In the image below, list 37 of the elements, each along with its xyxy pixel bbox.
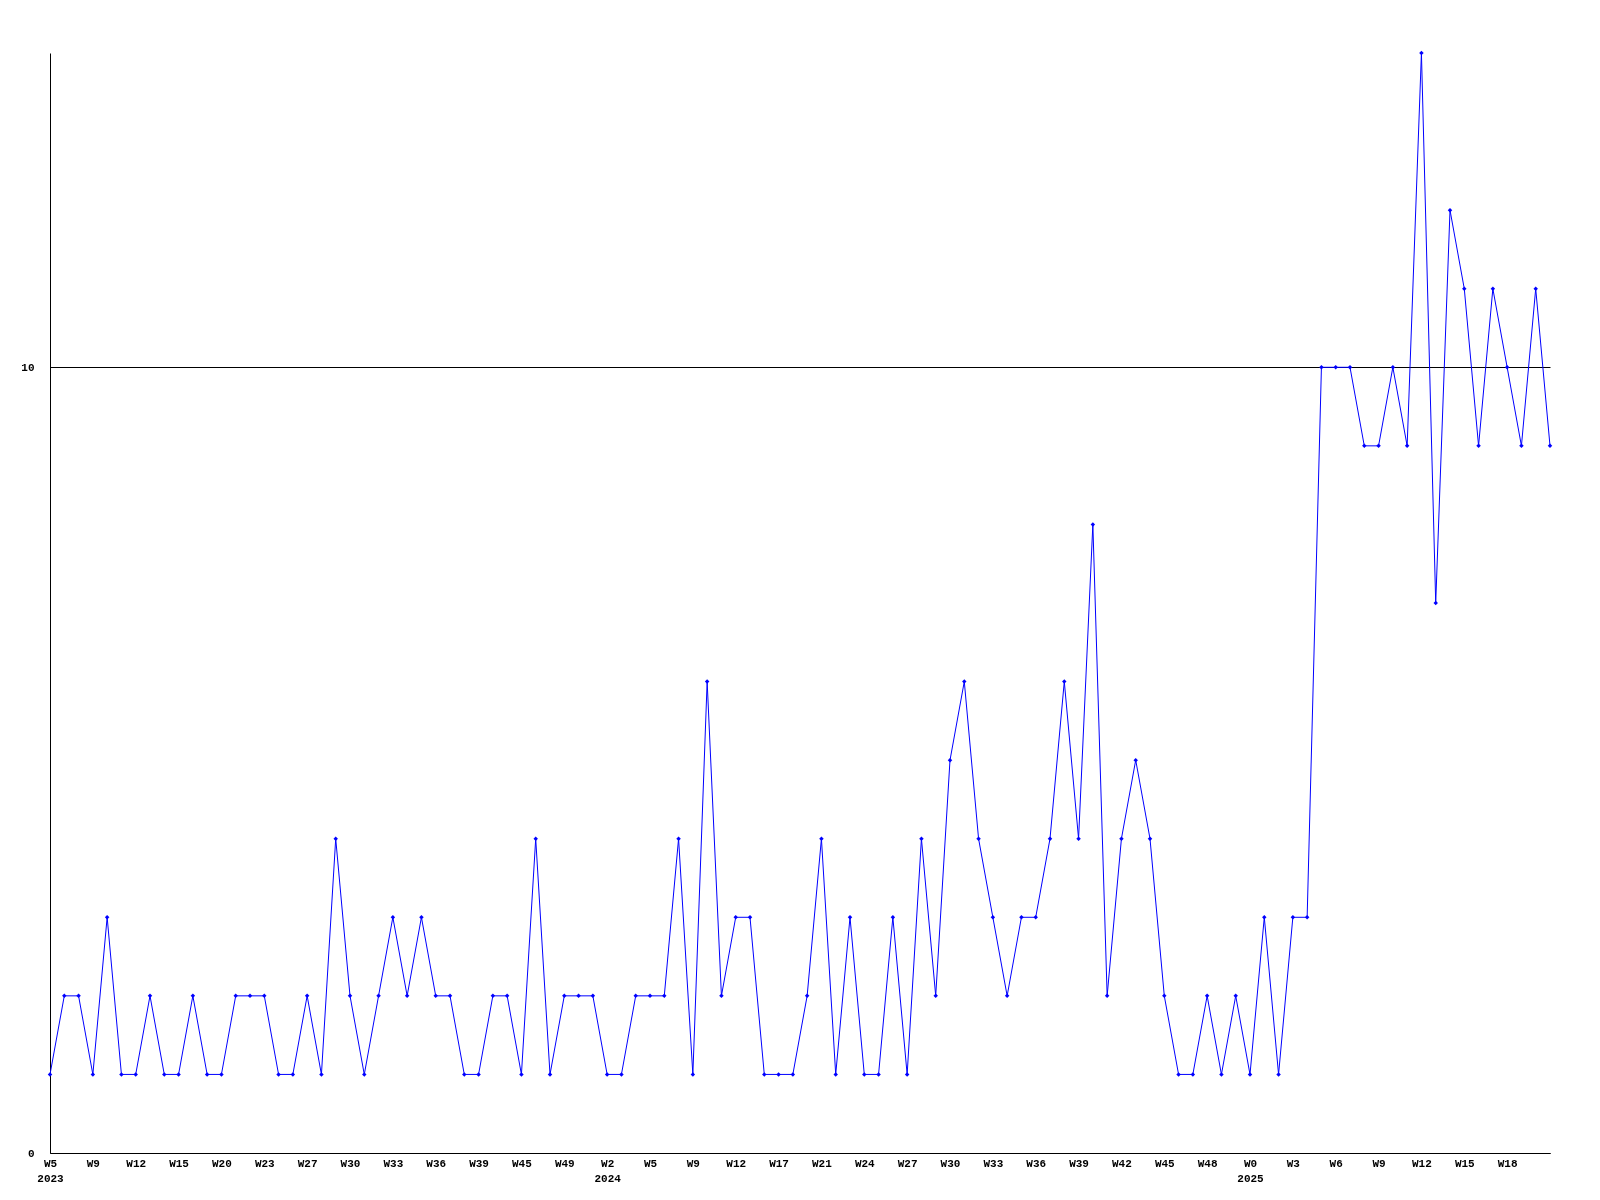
- x-tick-label: W6: [1329, 1157, 1343, 1170]
- y-tick-label: 10: [21, 361, 35, 374]
- x-tick-label: W9: [686, 1157, 700, 1170]
- x-tick-label: W5 2023: [37, 1157, 65, 1185]
- x-tick-label: W5: [643, 1157, 658, 1170]
- x-tick-label: W23: [254, 1157, 276, 1170]
- x-tick-label: W12: [126, 1157, 147, 1170]
- x-tick-label: W24: [854, 1157, 876, 1170]
- x-tick-label: W17: [769, 1157, 789, 1170]
- x-tick-label: W33: [983, 1157, 1004, 1170]
- x-tick-label: W21: [812, 1157, 833, 1170]
- x-tick-label: W3: [1286, 1157, 1301, 1170]
- x-tick-label: W49: [554, 1157, 575, 1170]
- x-tick-label: W36: [426, 1157, 447, 1170]
- x-tick-label: W0 2025: [1237, 1157, 1265, 1185]
- x-tick-label: W12: [726, 1157, 747, 1170]
- x-tick-label: W9: [86, 1157, 100, 1170]
- x-tick-label: W2 2024: [594, 1157, 622, 1185]
- x-tick-label: W45: [512, 1157, 533, 1170]
- x-tick-label: W30: [940, 1157, 961, 1170]
- x-tick-label: W18: [1497, 1157, 1518, 1170]
- x-tick-label: W15: [1454, 1157, 1476, 1170]
- x-tick-label: W27: [897, 1157, 918, 1170]
- x-tick-label: W15: [169, 1157, 190, 1170]
- x-tick-label: W20: [212, 1157, 232, 1170]
- x-tick-label: W42: [1112, 1157, 1132, 1170]
- x-tick-label: W45: [1154, 1157, 1176, 1170]
- x-tick-label: W33: [383, 1157, 404, 1170]
- x-tick-label: W36: [1026, 1157, 1047, 1170]
- x-tick-label: W39: [1069, 1157, 1089, 1170]
- x-tick-label: W39: [469, 1157, 489, 1170]
- x-tick-label: W30: [340, 1157, 361, 1170]
- x-tick-label: W27: [297, 1157, 318, 1170]
- x-tick-label: W48: [1197, 1157, 1218, 1170]
- x-tick-label: W12: [1412, 1157, 1432, 1170]
- y-tick-label: 0: [27, 1147, 35, 1160]
- x-tick-label: W9: [1372, 1157, 1386, 1170]
